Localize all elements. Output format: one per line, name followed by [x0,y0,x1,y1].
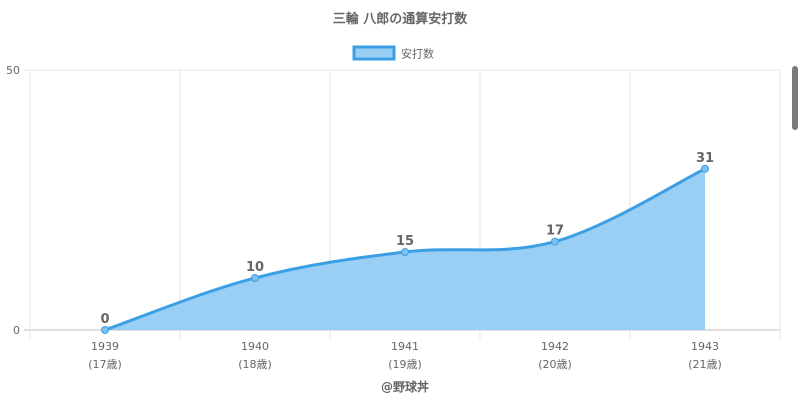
data-point [251,274,259,282]
x-tick-sublabel: (20歳) [538,358,572,371]
x-tick-sublabel: (17歳) [88,358,122,371]
data-labels: 0 10 15 17 31 [100,151,714,327]
x-tick-sublabel: (19歳) [388,358,422,371]
scrollbar[interactable] [792,66,798,130]
x-tick-label: 1942 [541,340,569,353]
x-tick-label: 1941 [391,340,419,353]
data-point [401,248,409,256]
legend-swatch [352,45,396,61]
area-fill [105,168,705,330]
chart-title: 三輪 八郎の通算安打数 [333,11,469,27]
data-point [101,326,109,334]
axes: 0 50 1939 (17歳) 1940 (18歳) 1941 (19歳) 1942 (20歳) 1… [6,64,722,371]
data-label: 0 [100,312,109,327]
data-points [101,164,709,334]
data-label: 31 [696,151,714,166]
legend[interactable]: 安打数 [352,45,434,61]
data-point [551,237,559,246]
y-tick-label: 50 [6,64,20,77]
y-tick-label: 0 [13,324,20,337]
x-tick-label: 1943 [691,340,719,353]
x-tick-sublabel: (18歳) [238,358,272,371]
x-tick-sublabel: (21歳) [688,358,722,371]
data-label: 15 [396,234,414,249]
data-label: 17 [546,224,564,239]
data-label: 10 [246,260,264,275]
x-tick-label: 1940 [241,340,269,353]
data-point [701,164,709,173]
x-tick-label: 1939 [91,340,119,353]
legend-label: 安打数 [401,47,434,61]
x-axis-title: @野球丼 [381,379,429,394]
